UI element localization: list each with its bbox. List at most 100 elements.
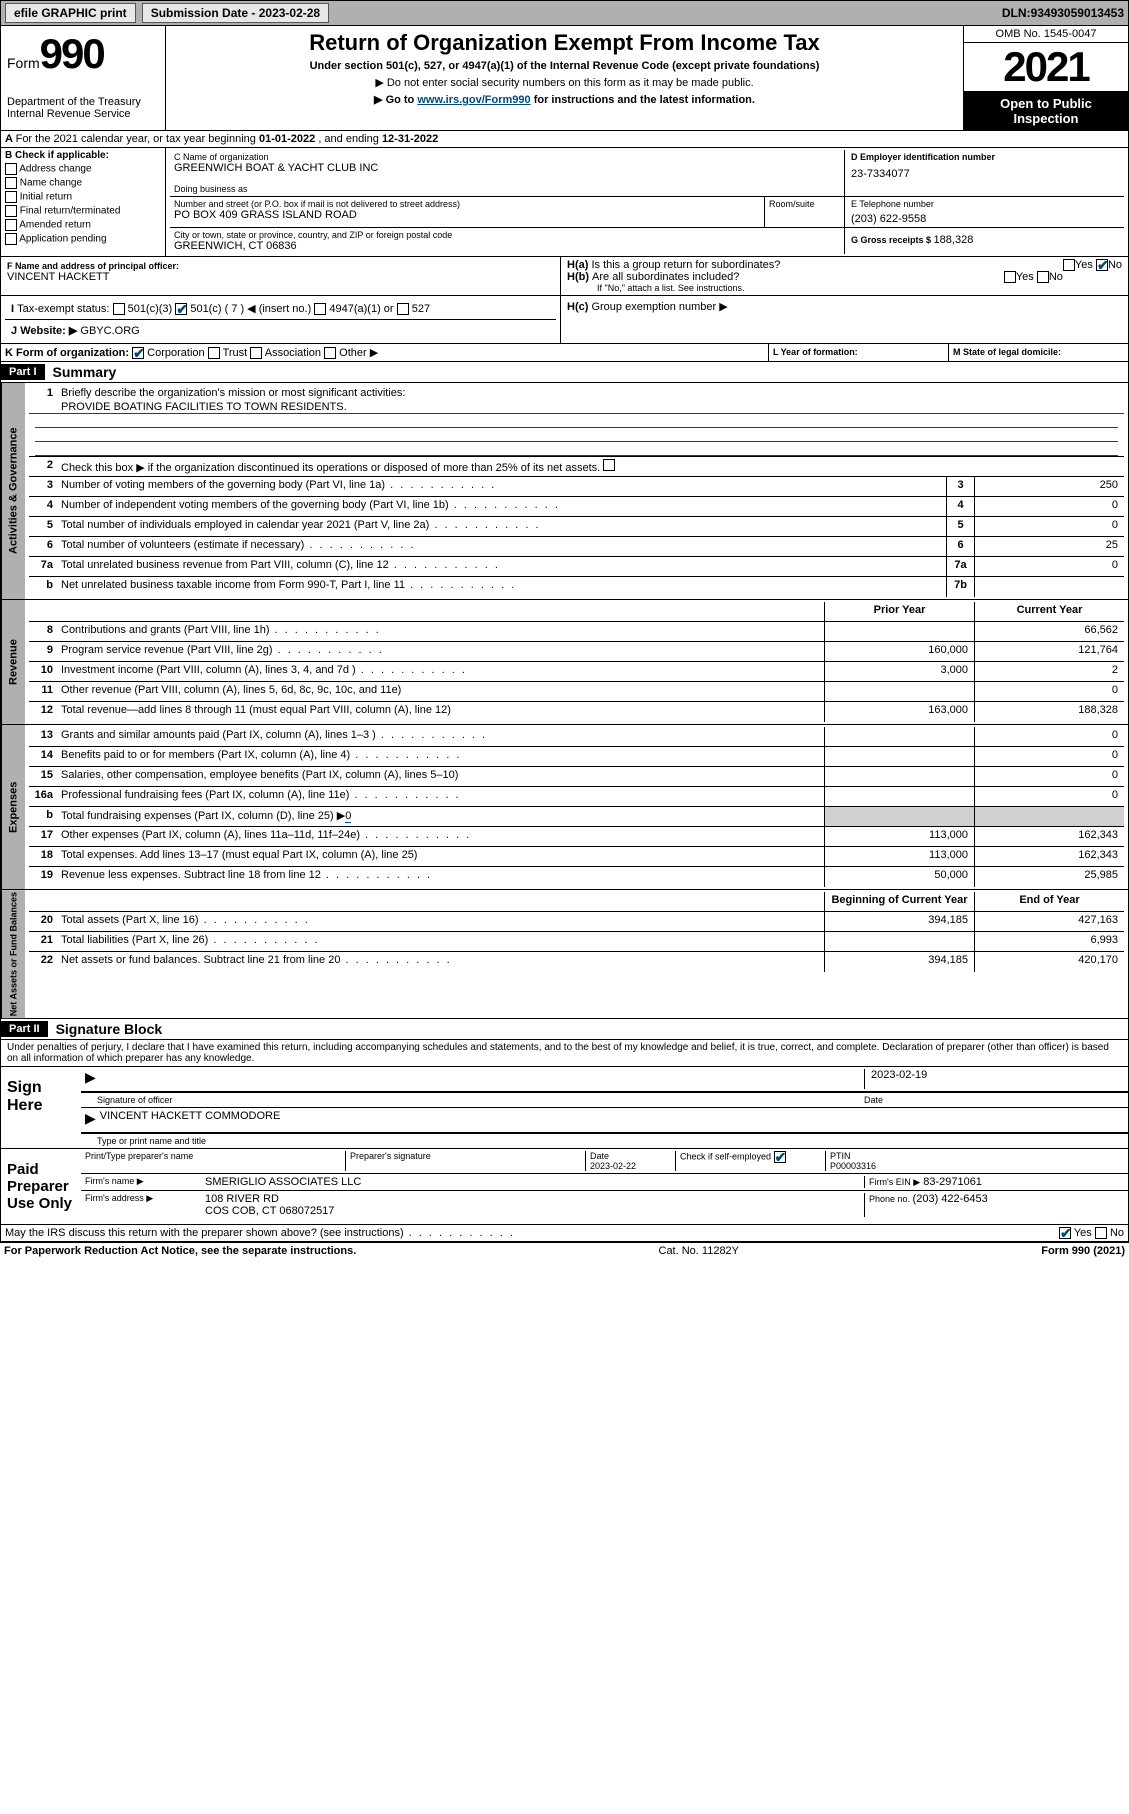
firm-ein-value: 83-2971061 — [923, 1176, 982, 1188]
val-6: 25 — [974, 537, 1124, 556]
chk-address-change[interactable] — [5, 163, 17, 175]
line15-text: Salaries, other compensation, employee b… — [57, 767, 824, 786]
chk-501c[interactable] — [175, 303, 187, 315]
lbl-527: 527 — [412, 303, 430, 315]
ein-value: 23-7334077 — [851, 168, 1118, 180]
line18-text: Total expenses. Add lines 13–17 (must eq… — [57, 847, 824, 866]
chk-4947[interactable] — [314, 303, 326, 315]
discuss-row: May the IRS discuss this return with the… — [0, 1225, 1129, 1242]
chk-ha-no[interactable] — [1096, 259, 1108, 271]
chk-name-change[interactable] — [5, 177, 17, 189]
gross-receipts-value: 188,328 — [934, 234, 974, 246]
form-subtitle-2: ▶ Do not enter social security numbers o… — [172, 76, 957, 89]
ptin-value: P00003316 — [830, 1161, 876, 1171]
c13: 0 — [974, 727, 1124, 746]
chk-trust[interactable] — [208, 347, 220, 359]
c22: 420,170 — [974, 952, 1124, 972]
chk-final-return[interactable] — [5, 205, 17, 217]
line1-label: Briefly describe the organization's miss… — [57, 385, 1124, 401]
form-number: 990 — [40, 30, 104, 77]
submission-button[interactable]: Submission Date - 2023-02-28 — [142, 3, 329, 23]
section-c-name-label: C Name of organization — [174, 152, 840, 162]
telephone-value: (203) 622-9558 — [851, 213, 1118, 225]
phone-label: Phone no. — [869, 1194, 913, 1204]
submission-date: 2023-02-28 — [259, 6, 320, 20]
lbl-final-return: Final return/terminated — [20, 206, 121, 217]
footer-left: For Paperwork Reduction Act Notice, see … — [4, 1245, 356, 1257]
c12: 188,328 — [974, 702, 1124, 722]
mission-text: PROVIDE BOATING FACILITIES TO TOWN RESID… — [29, 401, 1124, 414]
dept-label: Department of the Treasury — [7, 96, 159, 108]
open-to-public: Open to Public Inspection — [964, 92, 1128, 130]
vtab-revenue: Revenue — [1, 600, 25, 724]
tax-year-end: 12-31-2022 — [382, 133, 438, 145]
gross-receipts-label: G Gross receipts $ — [851, 235, 934, 245]
part1-header: Part I — [1, 364, 45, 380]
chk-application-pending[interactable] — [5, 233, 17, 245]
chk-ha-yes[interactable] — [1063, 259, 1075, 271]
p15 — [824, 767, 974, 786]
sign-here-label: Sign Here — [1, 1067, 81, 1148]
part2-bar: Part II Signature Block — [0, 1019, 1129, 1040]
c19: 25,985 — [974, 867, 1124, 887]
paid-preparer-label: Paid Preparer Use Only — [1, 1149, 81, 1224]
chk-amended-return[interactable] — [5, 219, 17, 231]
chk-discuss-no[interactable] — [1095, 1227, 1107, 1239]
line2-text: Check this box ▶ if the organization dis… — [57, 457, 1124, 476]
summary-governance: Activities & Governance 1Briefly describ… — [0, 383, 1129, 600]
paid-preparer-block: Paid Preparer Use Only Print/Type prepar… — [0, 1149, 1129, 1225]
hdr-prior: Prior Year — [824, 602, 974, 621]
f-h-block: F Name and address of principal officer:… — [0, 257, 1129, 296]
lbl-application-pending: Application pending — [19, 234, 106, 245]
line7a-text: Total unrelated business revenue from Pa… — [57, 557, 946, 576]
hdr-begin: Beginning of Current Year — [824, 892, 974, 911]
irs-label: Internal Revenue Service — [7, 108, 159, 120]
line12-text: Total revenue—add lines 8 through 11 (mu… — [57, 702, 824, 722]
chk-self-employed[interactable] — [774, 1151, 786, 1163]
perjury-declaration: Under penalties of perjury, I declare th… — [0, 1040, 1129, 1067]
chk-501c3[interactable] — [113, 303, 125, 315]
c10: 2 — [974, 662, 1124, 681]
line-a-mid: , and ending — [318, 133, 382, 145]
vtab-governance: Activities & Governance — [1, 383, 25, 599]
c15: 0 — [974, 767, 1124, 786]
chk-other[interactable] — [324, 347, 336, 359]
p14 — [824, 747, 974, 766]
section-k-label: K Form of organization: — [5, 347, 129, 359]
sig-officer-label: Signature of officer — [85, 1095, 864, 1105]
p16a — [824, 787, 974, 806]
p18: 113,000 — [824, 847, 974, 866]
line-a: A For the 2021 calendar year, or tax yea… — [0, 131, 1129, 148]
line7b-text: Net unrelated business taxable income fr… — [57, 577, 946, 597]
efile-button[interactable]: efile GRAPHIC print — [5, 3, 136, 23]
chk-initial-return[interactable] — [5, 191, 17, 203]
line8-text: Contributions and grants (Part VIII, lin… — [57, 622, 824, 641]
discuss-text: May the IRS discuss this return with the… — [1, 1225, 948, 1241]
firm-addr2: COS COB, CT 068072517 — [205, 1205, 334, 1217]
line5-text: Total number of individuals employed in … — [57, 517, 946, 536]
chk-discontinued[interactable] — [603, 459, 615, 471]
chk-discuss-yes[interactable] — [1059, 1227, 1071, 1239]
arrow-icon-2: ▶ — [85, 1110, 96, 1130]
chk-association[interactable] — [250, 347, 262, 359]
chk-hb-no[interactable] — [1037, 271, 1049, 283]
chk-hb-yes[interactable] — [1004, 271, 1016, 283]
section-e-label: E Telephone number — [851, 199, 1118, 209]
principal-officer: VINCENT HACKETT — [7, 271, 554, 283]
section-l-label: L Year of formation: — [773, 347, 858, 357]
line14-text: Benefits paid to or for members (Part IX… — [57, 747, 824, 766]
dln-value: 93493059013453 — [1031, 6, 1124, 20]
page-footer: For Paperwork Reduction Act Notice, see … — [0, 1242, 1129, 1259]
form990-link[interactable]: www.irs.gov/Form990 — [417, 94, 530, 106]
sig-date-value: 2023-02-19 — [864, 1069, 1124, 1089]
p12: 163,000 — [824, 702, 974, 722]
footer-right: Form 990 (2021) — [1041, 1245, 1125, 1257]
i-j-block: I Tax-exempt status: 501(c)(3) 501(c) ( … — [0, 296, 1129, 344]
chk-corporation[interactable] — [132, 347, 144, 359]
section-b-label: B Check if applicable: — [5, 150, 161, 161]
lbl-amended-return: Amended return — [19, 220, 91, 231]
summary-revenue: Revenue Prior YearCurrent Year 8Contribu… — [0, 600, 1129, 725]
p19: 50,000 — [824, 867, 974, 887]
chk-527[interactable] — [397, 303, 409, 315]
line3-text: Number of voting members of the governin… — [57, 477, 946, 496]
